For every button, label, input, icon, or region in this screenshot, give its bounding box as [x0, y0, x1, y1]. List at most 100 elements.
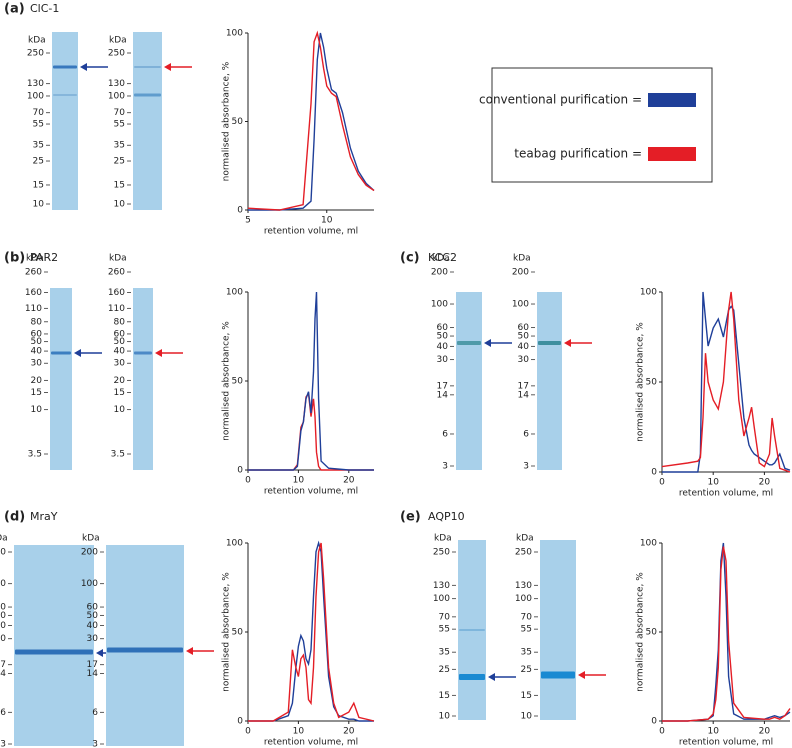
gel-band: [51, 351, 71, 355]
gel-unit: kDa: [434, 534, 452, 544]
marker-label: 40: [87, 621, 99, 631]
x-axis-label: retention volume, ml: [679, 489, 773, 499]
panel-label: (e): [400, 510, 421, 525]
arrow-head: [80, 63, 87, 71]
marker-label: 55: [439, 625, 450, 635]
y-axis-label: normalised absorbance, %: [222, 572, 232, 692]
marker-label: 50: [87, 611, 99, 621]
marker-label: 55: [114, 120, 125, 130]
x-tick-label: 5: [245, 216, 251, 226]
marker-label: 250: [27, 49, 44, 59]
marker-label: 200: [431, 268, 448, 278]
marker-label: 14: [0, 669, 6, 679]
gel-band: [459, 674, 485, 680]
marker-label: 160: [108, 288, 125, 298]
marker-label: 15: [114, 388, 125, 398]
panel-name: ClC-1: [30, 2, 59, 15]
marker-label: 40: [0, 621, 6, 631]
x-tick-label: 10: [707, 727, 719, 737]
marker-label: 55: [521, 625, 532, 635]
series-line: [248, 32, 375, 211]
gel-unit: kDa: [26, 254, 44, 264]
marker-label: 35: [439, 648, 450, 658]
marker-label: 250: [515, 548, 532, 558]
series-line: [247, 30, 375, 211]
legend-box: [491, 67, 713, 183]
marker-label: 6: [442, 429, 448, 439]
marker-label: 40: [437, 342, 449, 352]
panel-label: (b): [4, 251, 25, 266]
y-tick-label: 100: [226, 288, 243, 298]
panel-label: (c): [400, 251, 420, 266]
gel-lane: [106, 545, 184, 746]
y-tick-label: 0: [651, 717, 657, 727]
marker-label: 25: [33, 157, 44, 167]
gel-band: [53, 94, 77, 96]
gel-band: [459, 629, 485, 631]
gel-lane: [14, 545, 94, 746]
marker-label: 25: [521, 665, 532, 675]
marker-label: 10: [439, 712, 451, 722]
gel-unit: kDa: [0, 534, 8, 544]
marker-label: 260: [25, 268, 42, 278]
marker-label: 40: [114, 347, 126, 357]
marker-label: 30: [518, 355, 530, 365]
arrow-head: [488, 673, 495, 681]
gel-lane: [52, 32, 78, 210]
marker-label: 14: [437, 390, 449, 400]
marker-label: 200: [0, 548, 6, 558]
marker-label: 110: [25, 304, 42, 314]
x-tick-label: 10: [293, 476, 305, 486]
marker-label: 15: [521, 691, 532, 701]
marker-label: 3.5: [28, 450, 42, 460]
x-axis-label: retention volume, ml: [264, 738, 358, 748]
y-tick-label: 0: [237, 206, 243, 216]
y-tick-label: 100: [226, 539, 243, 549]
marker-label: 100: [27, 91, 44, 101]
gel-lane: [50, 288, 72, 470]
marker-label: 3.5: [111, 450, 125, 460]
legend-swatch: [648, 147, 696, 161]
marker-label: 60: [114, 329, 126, 339]
marker-label: 40: [518, 342, 530, 352]
gel-band: [53, 65, 77, 69]
marker-label: 35: [114, 141, 125, 151]
marker-label: 20: [31, 376, 43, 386]
marker-label: 250: [433, 548, 450, 558]
marker-label: 10: [33, 200, 45, 210]
arrow-head: [484, 339, 491, 347]
arrow-head: [578, 671, 585, 679]
marker-label: 3: [442, 462, 448, 472]
marker-label: 15: [33, 180, 44, 190]
marker-label: 30: [31, 359, 43, 369]
legend-swatch: [648, 93, 696, 107]
marker-label: 40: [31, 347, 43, 357]
gel-band: [15, 649, 93, 655]
marker-label: 70: [439, 612, 451, 622]
panel-label: (a): [4, 2, 25, 17]
y-tick-label: 50: [646, 378, 658, 388]
gel-unit: kDa: [109, 36, 127, 46]
gel-unit: kDa: [432, 254, 450, 264]
y-axis-label: normalised absorbance, %: [222, 321, 232, 441]
x-tick-label: 10: [321, 216, 333, 226]
arrow-head: [164, 63, 171, 71]
panel-label: (d): [4, 510, 25, 525]
arrow-head: [186, 647, 193, 655]
marker-label: 3: [0, 740, 6, 748]
series-line: [248, 540, 374, 722]
x-axis-label: retention volume, ml: [264, 487, 358, 497]
arrow-head: [155, 349, 162, 357]
series-line: [662, 291, 791, 473]
marker-label: 130: [515, 581, 532, 591]
marker-label: 60: [87, 603, 99, 613]
x-axis-label: retention volume, ml: [679, 738, 773, 748]
y-tick-label: 0: [237, 717, 243, 727]
marker-label: 160: [25, 288, 42, 298]
gel-lane: [540, 540, 576, 720]
marker-label: 50: [31, 337, 43, 347]
marker-label: 100: [0, 579, 6, 589]
marker-label: 80: [114, 317, 126, 327]
arrow-head: [74, 349, 81, 357]
